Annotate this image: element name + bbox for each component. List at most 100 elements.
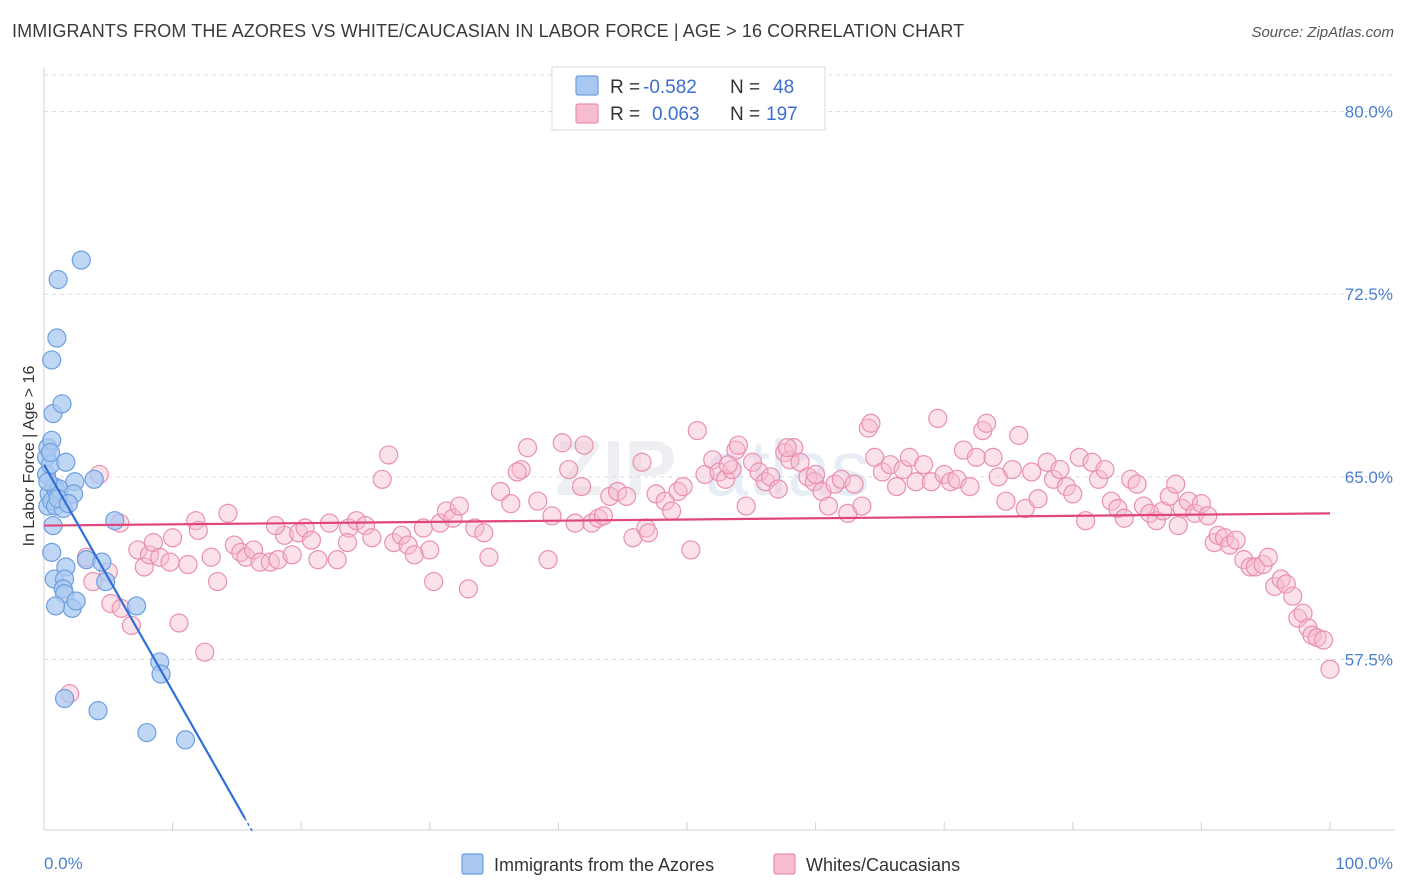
whites-point xyxy=(593,506,614,526)
azores-point xyxy=(137,722,157,743)
legend-r-label: R = xyxy=(610,104,640,125)
azores-trend-line xyxy=(43,464,246,819)
whites-point xyxy=(749,462,769,482)
whites-point xyxy=(736,496,756,516)
whites-point xyxy=(218,503,238,523)
whites-point xyxy=(169,613,189,633)
whites-point xyxy=(934,464,954,485)
whites-point xyxy=(718,455,738,475)
whites-point xyxy=(687,420,707,441)
whites-point xyxy=(552,433,572,453)
whites-point xyxy=(616,486,637,506)
legend-swatch-blue xyxy=(575,75,599,96)
whites-point xyxy=(966,447,986,467)
chart-title: IMMIGRANTS FROM THE AZORES VS WHITE/CAUC… xyxy=(12,21,965,41)
whites-point xyxy=(458,579,478,599)
whites-point xyxy=(479,547,499,567)
whites-point xyxy=(1028,489,1048,509)
whites-point xyxy=(588,508,608,528)
whites-point xyxy=(384,533,404,553)
whites-point xyxy=(301,530,322,550)
whites-point xyxy=(1108,498,1128,519)
whites-point xyxy=(715,469,736,489)
whites-point xyxy=(844,474,864,494)
legend: R = -0.582 N = 48 R = 0.063 N = 197 xyxy=(551,66,826,131)
whites-point xyxy=(507,462,527,482)
whites-point xyxy=(1166,474,1186,494)
source-label: Source: ZipAtlas.com xyxy=(1251,24,1394,41)
whites-point xyxy=(1069,447,1089,467)
whites-point xyxy=(474,523,494,543)
whites-point xyxy=(379,445,399,465)
whites-point xyxy=(983,447,1003,467)
bottom-legend-label-whites: Whites/Caucasians xyxy=(806,855,960,875)
whites-point xyxy=(424,571,444,592)
azores-point xyxy=(47,328,67,348)
whites-point xyxy=(1009,425,1029,446)
whites-point xyxy=(673,476,693,497)
whites-point xyxy=(201,547,221,567)
whites-point xyxy=(565,513,585,533)
whites-point xyxy=(1063,484,1083,504)
whites-point xyxy=(436,501,457,521)
x-tick-label: 100.0% xyxy=(1335,854,1393,873)
y-tick-labels: 57.5% 65.0% 72.5% 80.0% xyxy=(1345,103,1393,670)
whites-point xyxy=(777,438,797,458)
whites-point xyxy=(282,545,302,565)
azores-point xyxy=(54,688,75,709)
whites-point xyxy=(150,547,170,567)
azores-point xyxy=(66,591,86,611)
whites-point xyxy=(632,452,652,472)
whites-point xyxy=(681,540,701,560)
whites-point xyxy=(1276,574,1296,594)
legend-n-label: N = xyxy=(730,104,760,125)
azores-point xyxy=(71,250,91,270)
gridlines xyxy=(44,74,1395,661)
azores-point xyxy=(84,469,104,489)
whites-point xyxy=(420,540,440,560)
whites-point xyxy=(1293,603,1313,623)
whites-point xyxy=(996,491,1016,511)
whites-point xyxy=(607,481,628,502)
whites-point xyxy=(1095,459,1115,480)
whites-point xyxy=(128,540,148,560)
whites-point xyxy=(893,459,913,480)
watermark-zip: ZIP xyxy=(555,424,676,512)
whites-point xyxy=(804,472,824,492)
legend-n-value: 197 xyxy=(766,104,798,125)
whites-point xyxy=(430,513,450,533)
whites-points xyxy=(60,408,1340,704)
whites-point xyxy=(308,550,328,570)
whites-point xyxy=(1114,508,1134,528)
legend-r-value: -0.582 xyxy=(643,77,697,98)
whites-point xyxy=(818,496,839,516)
azores-point xyxy=(42,350,62,370)
azores-points xyxy=(36,250,196,750)
whites-point xyxy=(728,435,749,455)
whites-point xyxy=(465,518,485,538)
whites-point xyxy=(1234,550,1254,570)
whites-point xyxy=(831,469,851,489)
whites-point xyxy=(1088,469,1109,489)
whites-point xyxy=(188,520,208,541)
whites-point xyxy=(1302,625,1322,645)
azores-point xyxy=(45,596,66,616)
whites-point xyxy=(1265,576,1285,597)
whites-point xyxy=(768,479,788,499)
whites-point xyxy=(703,450,723,470)
whites-point xyxy=(638,523,659,543)
whites-point xyxy=(355,515,376,536)
azores-point xyxy=(40,442,61,463)
whites-point xyxy=(574,435,594,455)
azores-point xyxy=(105,511,125,531)
legend-swatch-pink xyxy=(575,103,599,124)
whites-point xyxy=(372,469,392,489)
whites-point xyxy=(208,571,228,592)
azores-point xyxy=(126,596,147,616)
y-axis-label: In Labor Force | Age > 16 xyxy=(21,366,38,547)
y-tick-label: 65.0% xyxy=(1345,468,1393,487)
whites-point xyxy=(1168,515,1188,536)
whites-point xyxy=(1159,486,1179,506)
whites-point xyxy=(268,550,288,570)
whites-point xyxy=(1245,557,1266,577)
